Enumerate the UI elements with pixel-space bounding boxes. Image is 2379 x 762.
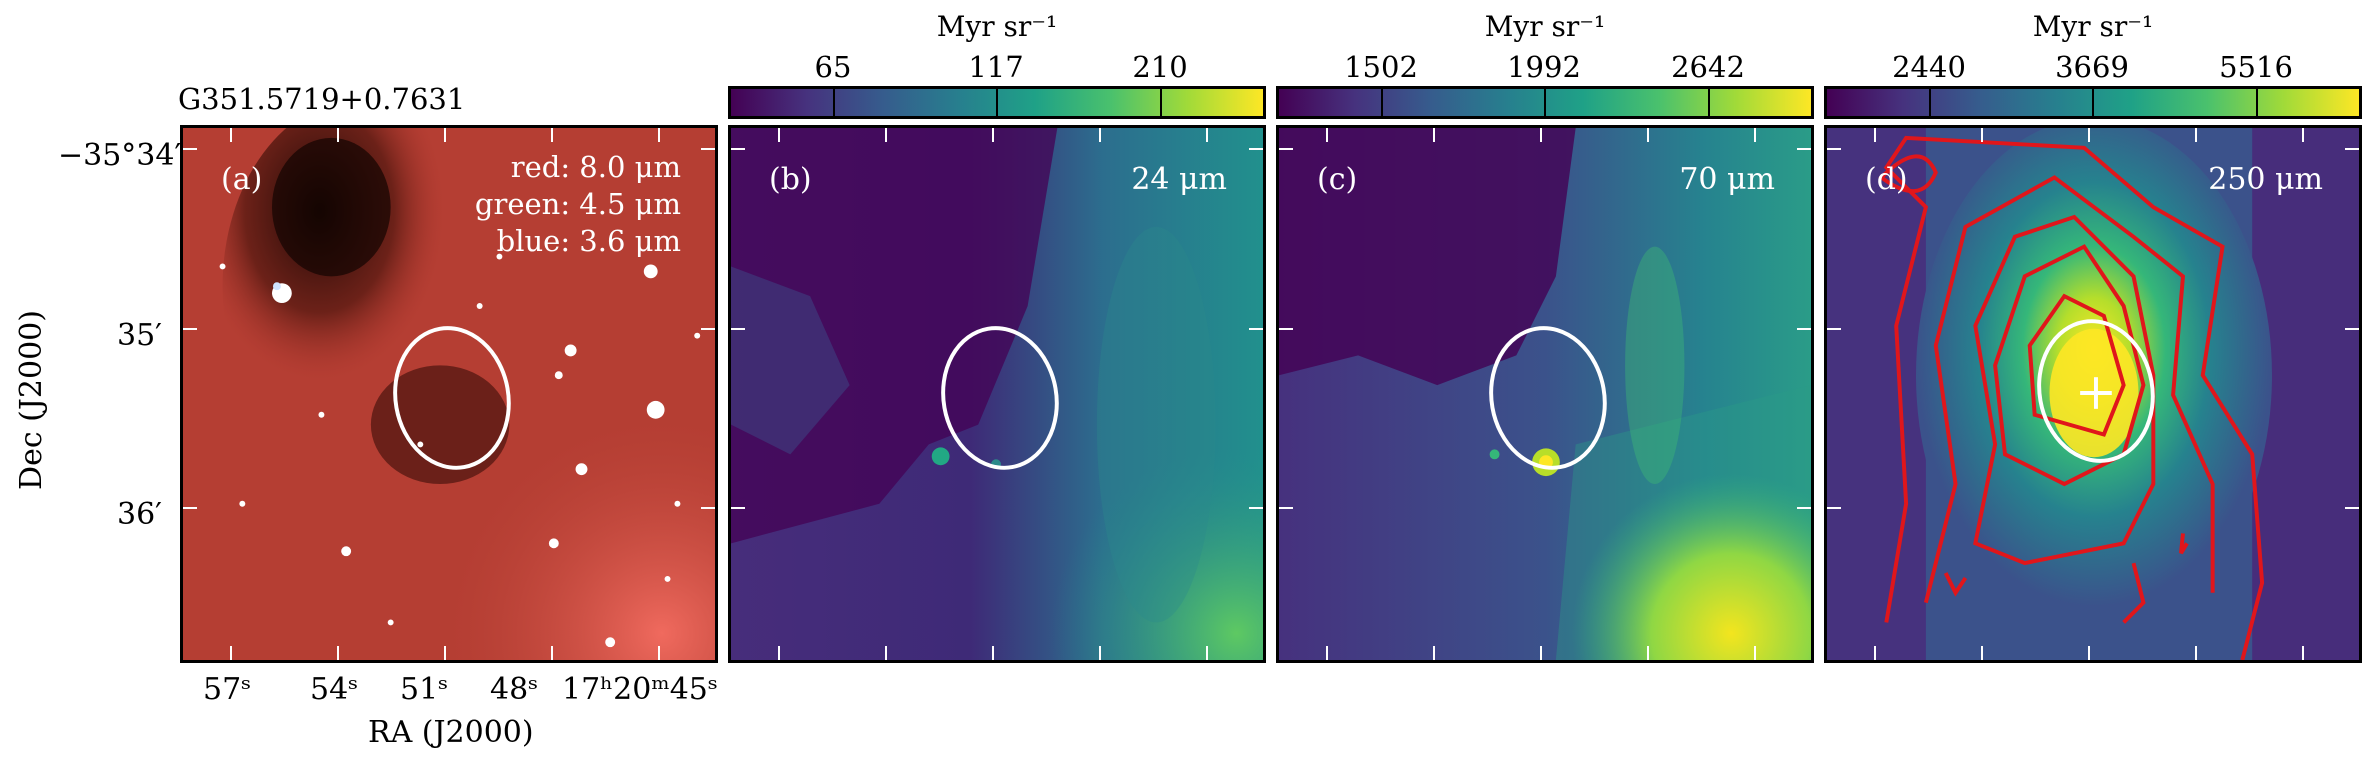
colorbar-gradient: [728, 86, 1266, 119]
colorbar-tick: 65: [814, 50, 852, 84]
colorbar-tick: 2440: [1892, 50, 1966, 84]
heatmap-image: [1279, 128, 1811, 660]
band-blue-label: blue: 3.6 μm: [496, 224, 681, 258]
colorbar-tick: 2642: [1671, 50, 1745, 84]
panel-label: (a): [221, 162, 263, 197]
colorbar-title: Myr sr⁻¹: [1484, 10, 1606, 43]
panel-b-24um-image: (b) 24 μm: [728, 125, 1266, 663]
y-tick-label: −35°34′: [58, 138, 182, 173]
x-tick-label: 17ʰ20ᵐ45ˢ: [562, 672, 719, 707]
colorbar-d: Myr sr⁻¹ 2440 3669 5516: [1824, 0, 2362, 125]
x-tick-label: 51ˢ: [400, 672, 449, 707]
panel-label: (c): [1317, 162, 1358, 197]
panel-a-rgb-image: (a) red: 8.0 μm green: 4.5 μm blue: 3.6 …: [180, 125, 718, 663]
wavelength-label: 250 μm: [2208, 162, 2323, 197]
panel-d-250um-image: (d) 250 μm: [1824, 125, 2362, 663]
y-axis-label: Dec (J2000): [14, 310, 49, 490]
x-tick-label: 54ˢ: [310, 672, 359, 707]
colorbar-gradient: [1824, 86, 2362, 119]
heatmap-image: [1827, 128, 2359, 660]
colorbar-tick: 1502: [1344, 50, 1418, 84]
colorbar-tick: 3669: [2055, 50, 2129, 84]
colorbar-tick: 117: [968, 50, 1024, 84]
colorbar-title: Myr sr⁻¹: [2032, 10, 2154, 43]
panel-label: (d): [1865, 162, 1908, 197]
colorbar-title: Myr sr⁻¹: [936, 10, 1058, 43]
source-name: G351.5719+0.7631: [178, 82, 466, 116]
colorbar-tick: 5516: [2219, 50, 2293, 84]
y-tick-label: 35′: [117, 318, 162, 353]
rgb-composite-image: [183, 128, 715, 660]
heatmap-image: [731, 128, 1263, 660]
band-red-label: red: 8.0 μm: [510, 150, 681, 184]
x-tick-label: 57ˢ: [203, 672, 252, 707]
x-tick-label: 48ˢ: [490, 672, 539, 707]
wavelength-label: 24 μm: [1131, 162, 1227, 197]
x-axis-label: RA (J2000): [368, 715, 534, 750]
panel-c-70um-image: (c) 70 μm: [1276, 125, 1814, 663]
colorbar-tick: 210: [1132, 50, 1188, 84]
panel-label: (b): [769, 162, 812, 197]
y-tick-label: 36′: [117, 497, 162, 532]
wavelength-label: 70 μm: [1679, 162, 1775, 197]
colorbar-gradient: [1276, 86, 1814, 119]
colorbar-b: Myr sr⁻¹ 65 117 210: [728, 0, 1266, 125]
colorbar-c: Myr sr⁻¹ 1502 1992 2642: [1276, 0, 1814, 125]
band-green-label: green: 4.5 μm: [474, 187, 681, 221]
colorbar-tick: 1992: [1507, 50, 1581, 84]
